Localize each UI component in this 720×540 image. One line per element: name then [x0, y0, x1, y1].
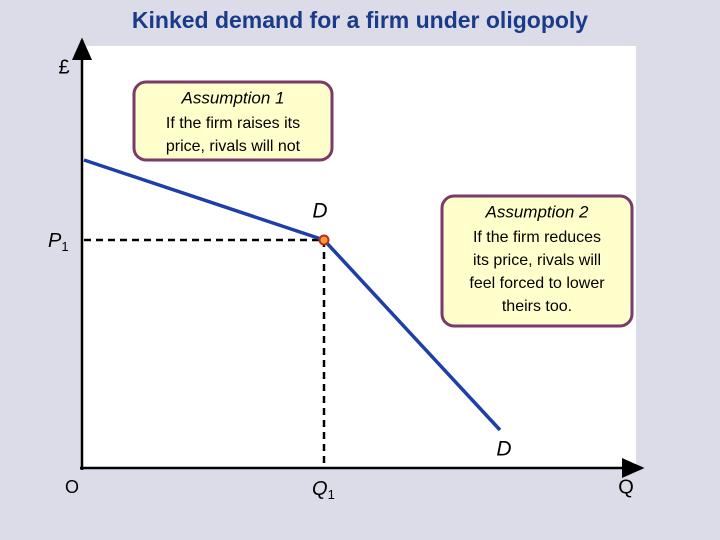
callout-heading: Assumption 1 [181, 88, 285, 107]
callout-box [440, 194, 634, 328]
callout-text: If the firm reduces [473, 229, 601, 246]
origin-label: O [65, 477, 79, 497]
curve-label: D [496, 438, 511, 461]
price-sub: 1 [61, 239, 68, 254]
callout-text: theirs too. [502, 298, 572, 315]
callout-text: feel forced to lower [469, 275, 605, 292]
quantity-main: Q [312, 478, 328, 500]
y-axis-label: £ [58, 56, 69, 78]
curve-label: D [312, 200, 327, 223]
callout-text: its price, rivals will [473, 252, 601, 269]
quantity-label: Q1 [312, 478, 335, 502]
callout-heading: Assumption 2 [485, 202, 590, 221]
callout-text: If the firm raises its [166, 115, 300, 132]
price-label: P1 [48, 230, 69, 254]
x-axis-label: Q [618, 476, 634, 498]
callout-text: price, rivals will not [166, 138, 301, 155]
callouts: Assumption 1 If the firm raises its price,… [166, 88, 605, 315]
kink-point [318, 234, 330, 246]
quantity-sub: 1 [328, 487, 335, 502]
callout-box [132, 80, 334, 162]
title: Kinked demand for a firm under oligopoly [132, 7, 588, 33]
price-main: P [48, 230, 62, 252]
